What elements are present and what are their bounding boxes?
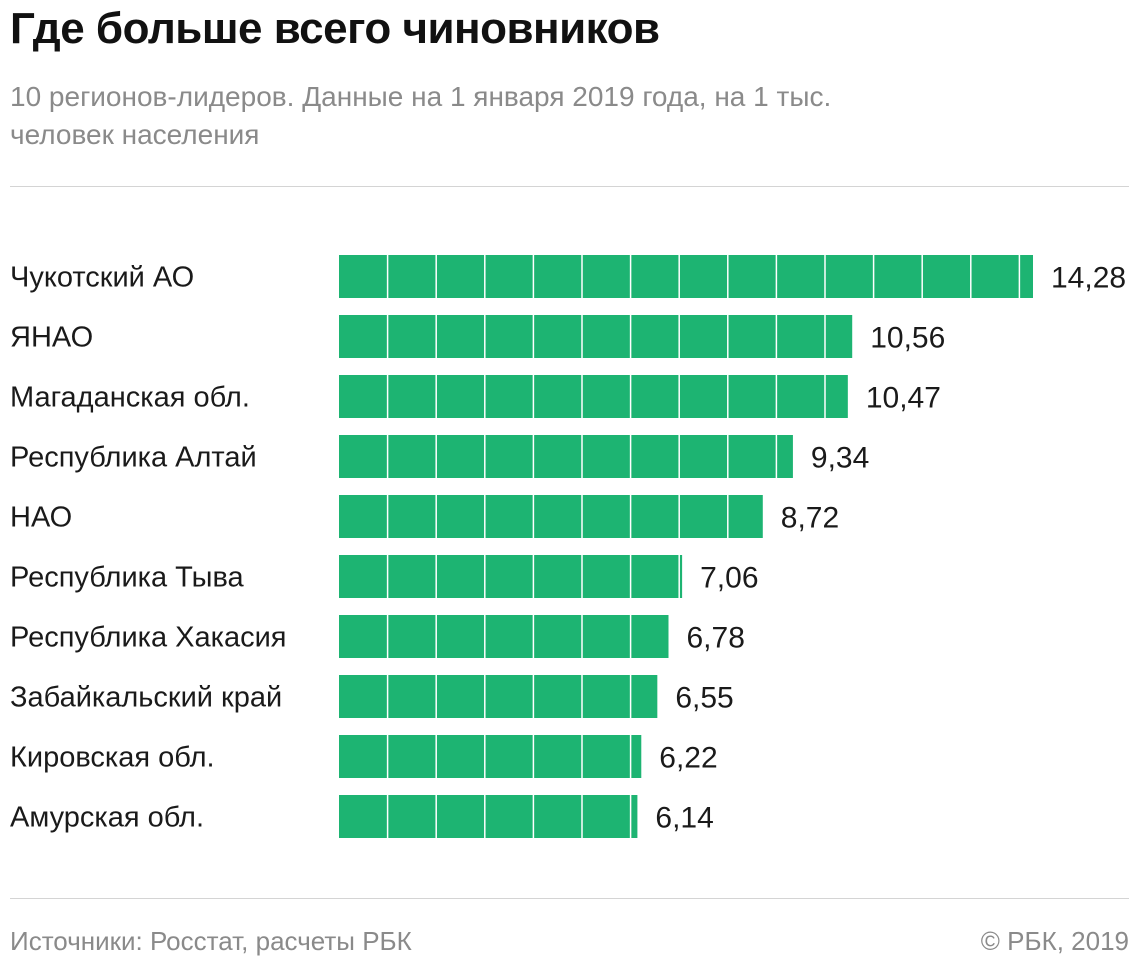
category-label: Забайкальский край xyxy=(10,682,282,714)
chart-subtitle: 10 регионов-лидеров. Данные на 1 января … xyxy=(10,81,832,150)
value-label: 9,34 xyxy=(811,442,869,475)
bar xyxy=(339,435,793,478)
value-label: 14,28 xyxy=(1051,262,1126,295)
source-note: Источники: Росстат, расчеты РБК xyxy=(10,926,412,956)
value-label: 6,55 xyxy=(675,682,733,715)
bar xyxy=(339,795,638,838)
category-label: ЯНАО xyxy=(10,322,93,354)
bar xyxy=(339,255,1033,298)
copyright-note: © РБК, 2019 xyxy=(980,926,1129,956)
bar xyxy=(339,555,683,598)
value-label: 6,14 xyxy=(655,802,713,835)
bar-chart: Чукотский АО 14,28 ЯНАО 10,56 Магаданская об… xyxy=(10,255,1126,838)
bar xyxy=(339,495,763,538)
value-label: 6,78 xyxy=(687,622,745,655)
value-label: 8,72 xyxy=(781,502,839,535)
chart-title: Где больше всего чиновников xyxy=(10,4,660,53)
value-label: 10,56 xyxy=(870,322,945,355)
bar xyxy=(339,735,642,778)
category-label: Республика Хакасия xyxy=(10,622,287,654)
category-label: Республика Алтай xyxy=(10,442,257,474)
category-label: Чукотский АО xyxy=(10,262,194,294)
category-label: Кировская обл. xyxy=(10,742,215,774)
value-label: 7,06 xyxy=(700,562,758,595)
category-label: Амурская обл. xyxy=(10,802,204,834)
bar xyxy=(339,315,853,358)
value-label: 10,47 xyxy=(866,382,941,415)
category-label: НАО xyxy=(10,502,72,534)
category-label: Магаданская обл. xyxy=(10,382,250,414)
category-label: Республика Тыва xyxy=(10,562,245,594)
bar xyxy=(339,375,848,418)
value-label: 6,22 xyxy=(659,742,717,775)
top-divider xyxy=(10,186,1129,187)
bottom-divider xyxy=(10,898,1129,899)
bar xyxy=(339,675,658,718)
bar xyxy=(339,615,669,658)
